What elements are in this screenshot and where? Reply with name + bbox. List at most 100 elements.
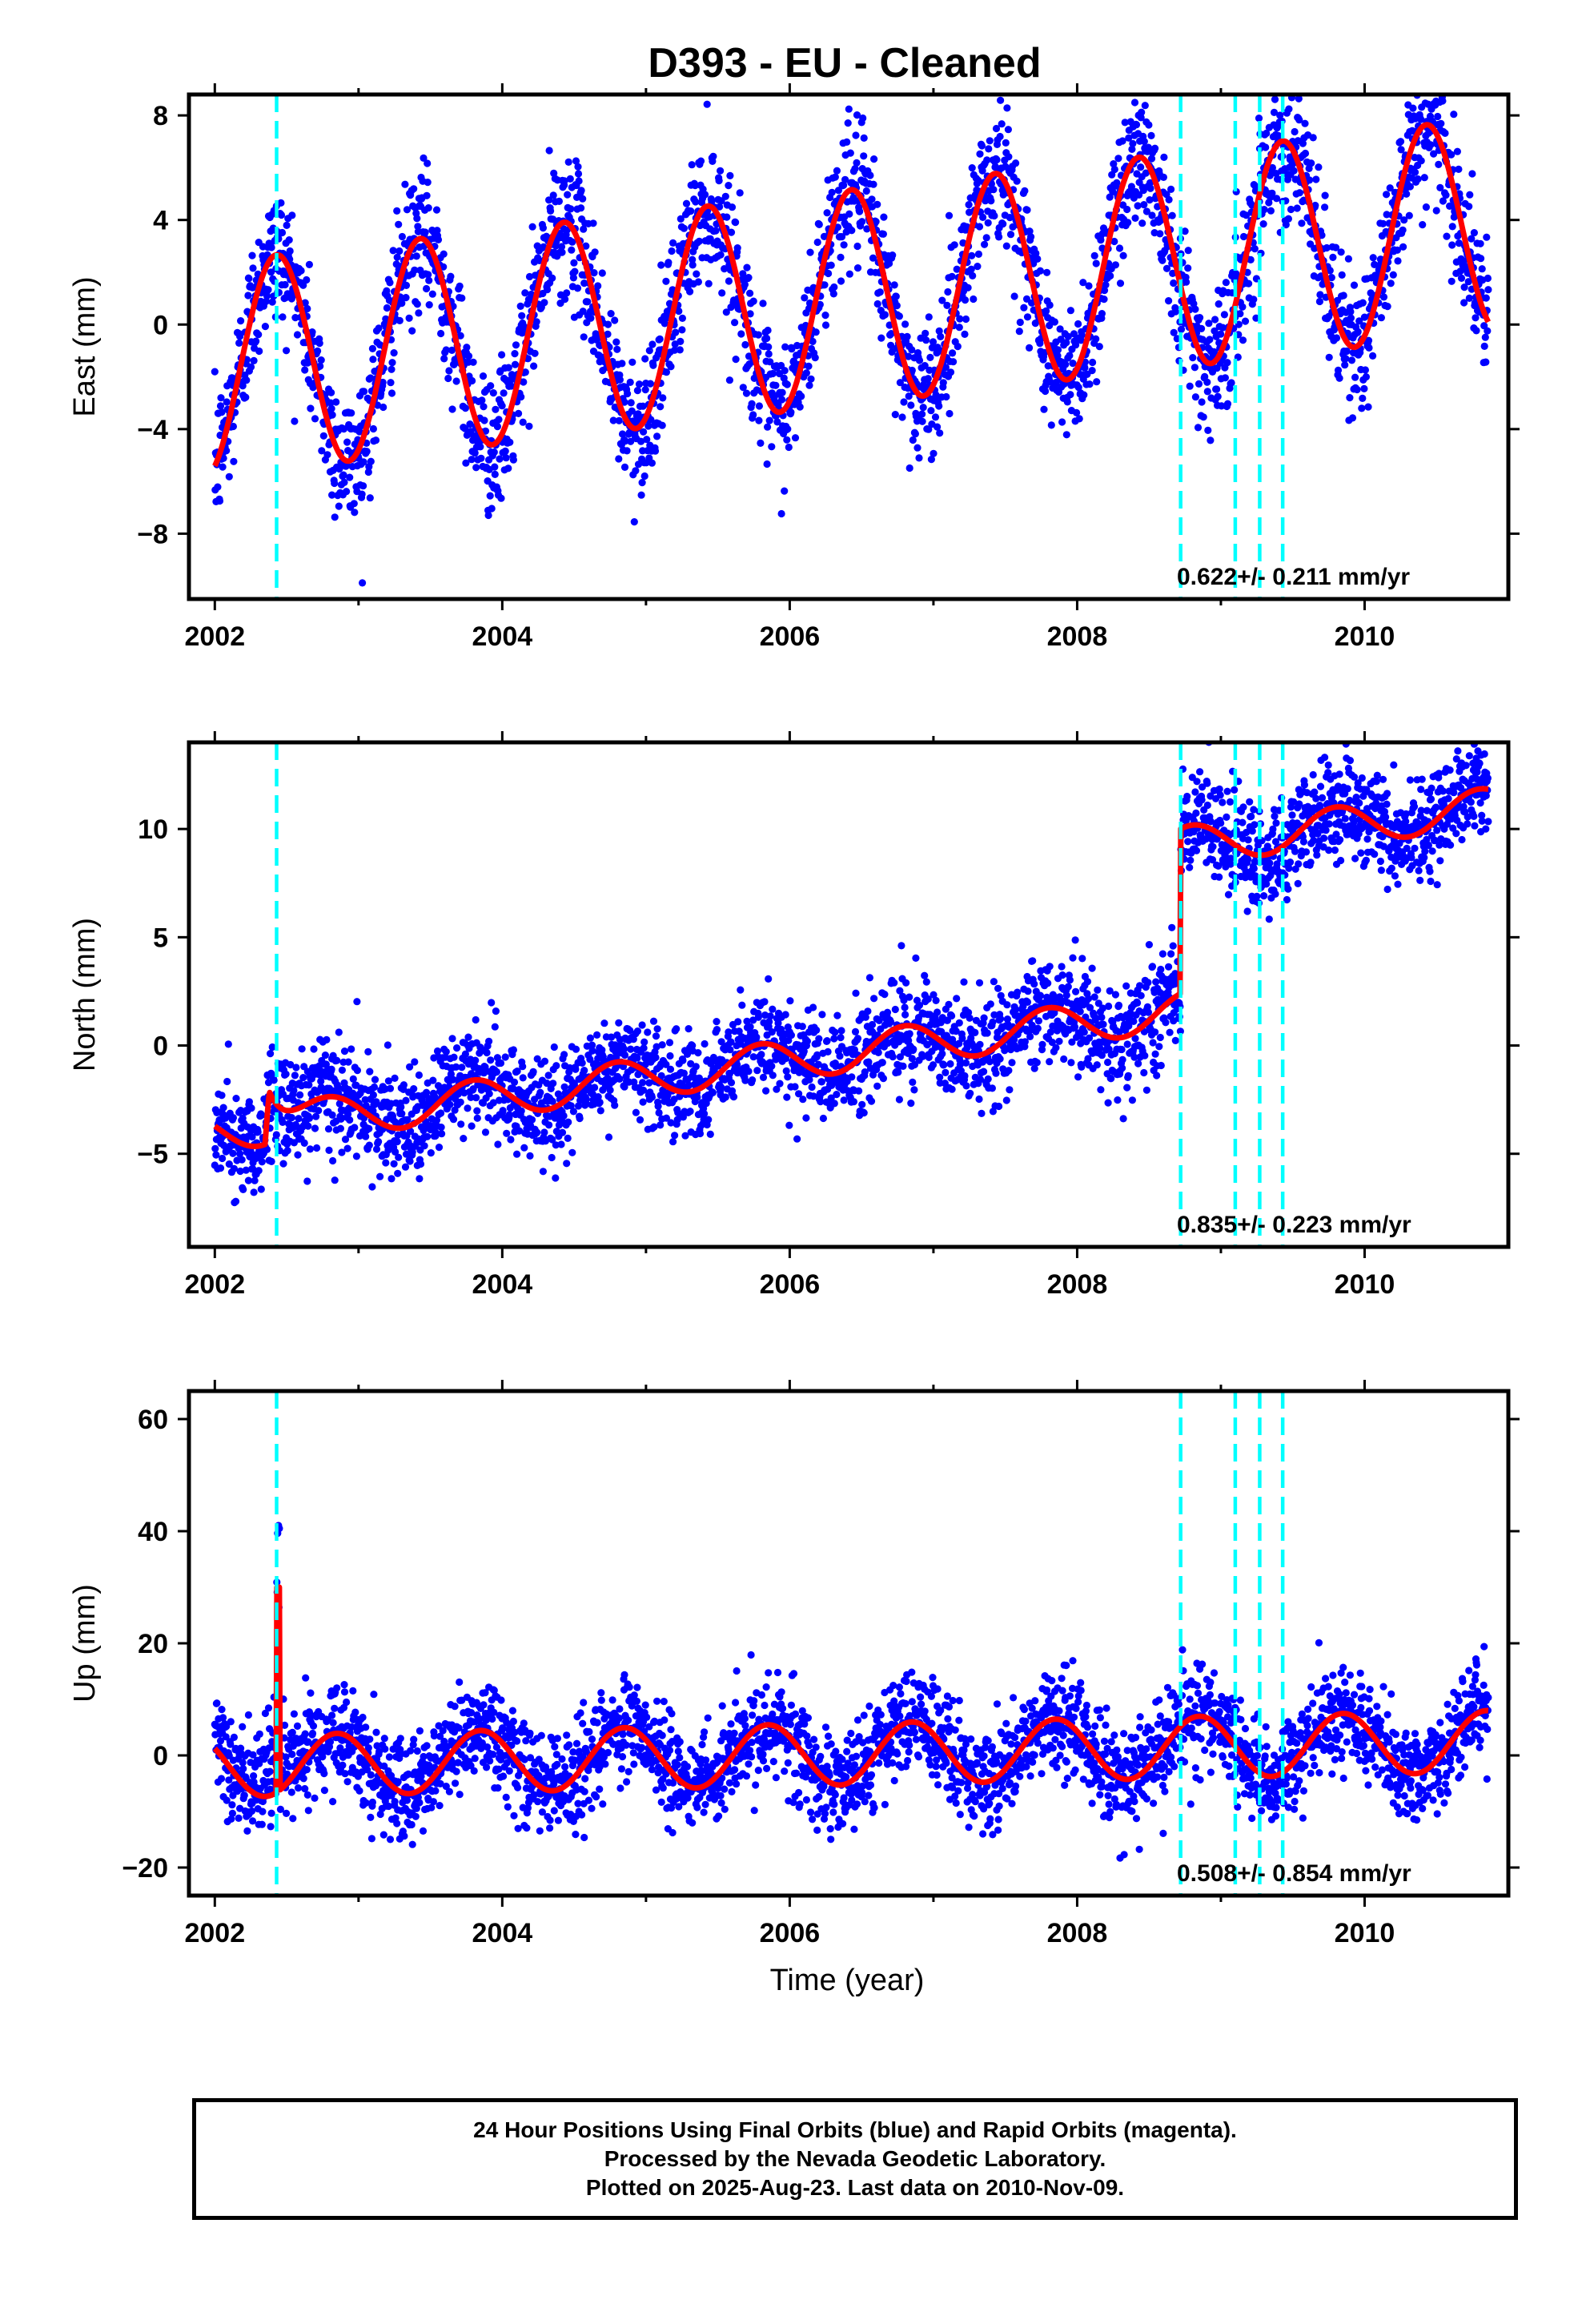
data-point (1396, 138, 1405, 146)
data-point (1331, 243, 1340, 251)
data-point (925, 1053, 933, 1061)
data-point (1383, 191, 1391, 199)
data-point (1098, 310, 1106, 318)
data-point (366, 494, 374, 502)
data-point (853, 242, 861, 251)
data-point (893, 302, 901, 310)
data-point (1116, 279, 1125, 287)
data-point (317, 1077, 325, 1085)
data-point (907, 401, 915, 409)
data-point (1266, 171, 1274, 179)
data-point (403, 206, 412, 214)
data-point (1220, 311, 1228, 319)
data-point (823, 209, 831, 217)
data-point (1170, 328, 1178, 336)
data-point (986, 137, 994, 145)
data-point (1338, 271, 1346, 279)
data-point (992, 124, 1001, 133)
data-point (879, 230, 887, 238)
data-point (687, 207, 695, 215)
data-point (942, 364, 950, 372)
data-point (928, 1038, 936, 1046)
data-point (424, 1132, 432, 1140)
data-point (472, 464, 480, 472)
data-point (734, 1018, 742, 1026)
data-point (1168, 211, 1176, 219)
data-point (891, 411, 899, 419)
data-point (1325, 353, 1333, 361)
data-point (905, 993, 913, 1001)
data-point (721, 265, 729, 273)
data-point (759, 300, 767, 308)
data-point (555, 197, 564, 205)
data-point (1442, 191, 1450, 199)
data-point (549, 215, 557, 223)
data-point (934, 423, 942, 431)
data-point (429, 1076, 437, 1084)
data-point (560, 177, 568, 185)
data-point (500, 389, 508, 397)
data-point (797, 392, 805, 400)
data-point (873, 200, 881, 208)
data-point (808, 1083, 816, 1092)
data-point (1081, 364, 1089, 372)
data-point (1239, 232, 1248, 241)
data-point (656, 335, 664, 343)
data-point (666, 1065, 675, 1073)
data-point (401, 1163, 410, 1171)
data-point (627, 1045, 635, 1053)
data-point (620, 1083, 628, 1091)
data-point (568, 238, 576, 246)
data-point (446, 1100, 454, 1108)
data-point (824, 1047, 832, 1055)
data-point (261, 323, 269, 331)
data-point (1222, 279, 1230, 287)
data-point (982, 234, 990, 242)
data-point (1470, 229, 1478, 237)
data-point (763, 334, 771, 343)
data-point (564, 1118, 572, 1126)
data-point (1239, 336, 1247, 344)
data-point (410, 185, 418, 193)
data-point (694, 1049, 702, 1057)
data-point (440, 250, 448, 258)
data-point (596, 1107, 604, 1115)
data-point (1435, 160, 1443, 168)
data-point (467, 1093, 475, 1101)
data-point (626, 378, 634, 386)
data-point (1054, 346, 1062, 354)
data-point (1201, 372, 1209, 380)
data-point (1443, 232, 1451, 240)
data-point (387, 389, 396, 397)
data-point (1056, 325, 1064, 333)
data-point (1347, 308, 1355, 316)
data-point (833, 167, 841, 175)
data-point (1247, 255, 1255, 263)
data-point (984, 219, 992, 227)
data-point (868, 1020, 877, 1029)
data-point (296, 1091, 304, 1099)
data-point (501, 1053, 509, 1061)
data-point (277, 211, 286, 219)
data-point (1198, 324, 1206, 332)
data-point (964, 283, 972, 292)
data-point (813, 1051, 821, 1059)
data-point (685, 1081, 693, 1089)
data-point (1085, 282, 1093, 290)
data-point (502, 454, 510, 462)
data-point (654, 1102, 662, 1110)
data-point (310, 1045, 318, 1053)
data-point (696, 1129, 705, 1138)
data-point (679, 1113, 688, 1121)
data-point (445, 367, 453, 375)
data-point (1255, 115, 1263, 123)
data-point (1446, 202, 1454, 210)
data-point (577, 204, 585, 212)
data-point (677, 337, 685, 345)
data-point (413, 300, 421, 308)
data-point (1203, 388, 1211, 396)
data-point (498, 351, 506, 359)
data-point (1165, 297, 1173, 305)
data-point (1214, 392, 1222, 400)
data-point (217, 394, 225, 402)
